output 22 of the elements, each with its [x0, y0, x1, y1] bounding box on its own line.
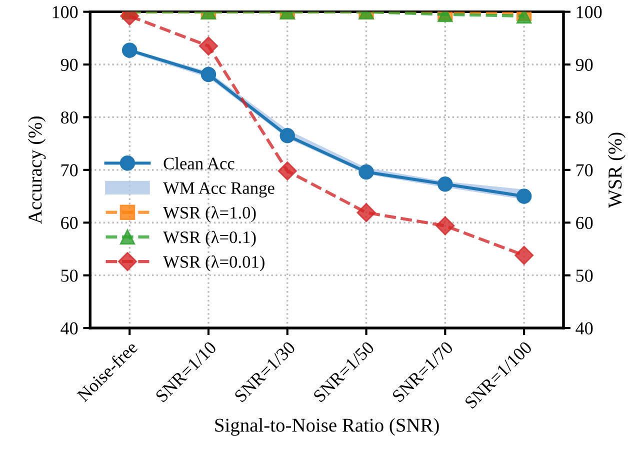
y-tick-label: 60: [61, 216, 78, 230]
y2-tick-label: 60: [576, 216, 593, 230]
y-tick-label: 40: [60, 322, 78, 334]
legend-label: WM Acc Range: [163, 182, 274, 198]
y-tick-label: 80: [60, 111, 78, 124]
y2-axis-title: WSR (%): [608, 132, 626, 208]
y-axis-title: Accuracy (%): [28, 116, 46, 224]
legend-label: WSR (λ=0.1): [163, 230, 256, 247]
legend-label: WSR (λ=0.01): [163, 255, 264, 272]
legend-label: Clean Acc: [164, 157, 234, 170]
y2-tick-label: 70: [576, 164, 593, 176]
x-axis-title: Signal-to-Noise Ratio (SNR): [215, 418, 439, 436]
y2-tick-label: 90: [576, 58, 593, 71]
y-tick-label: 90: [60, 58, 78, 71]
y-tick-label: 50: [61, 270, 78, 282]
y-tick-label: 100: [52, 6, 78, 18]
y-tick-label: 70: [61, 164, 78, 176]
y2-tick-label: 80: [576, 111, 593, 124]
legend-label: WSR (λ=1.0): [163, 206, 256, 222]
y2-tick-label: 100: [576, 6, 602, 18]
y2-tick-label: 50: [576, 270, 593, 282]
y2-tick-label: 40: [576, 322, 593, 334]
